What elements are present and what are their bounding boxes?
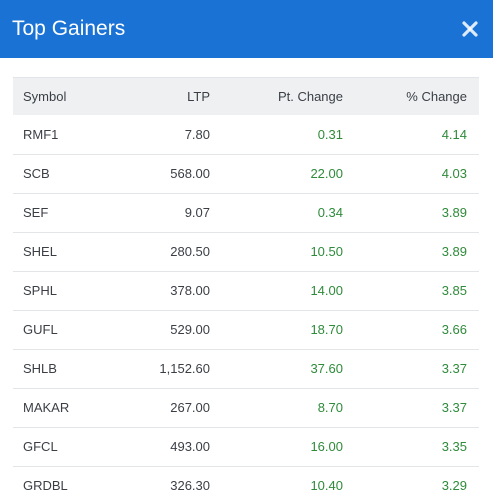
cell-ltp: 529.00 <box>170 322 210 337</box>
cell-pct-change: 3.29 <box>441 478 467 493</box>
modal-title: Top Gainers <box>12 17 126 40</box>
gainers-table: Symbol LTP Pt. Change % Change RMF1 7.80 0… <box>13 78 479 500</box>
table-row[interactable]: SEF 9.07 0.34 3.89 <box>13 193 479 232</box>
close-icon[interactable] <box>460 19 480 39</box>
column-header-pt-change[interactable]: Pt. Change <box>277 89 343 104</box>
cell-ltp: 326.30 <box>170 478 210 493</box>
table-row[interactable]: GUFL 529.00 18.70 3.66 <box>13 310 479 349</box>
cell-symbol: SHEL <box>23 244 57 259</box>
cell-pt-change: 0.31 <box>317 126 343 142</box>
cell-ltp: 1,152.60 <box>159 361 210 376</box>
column-header-symbol[interactable]: Symbol <box>23 89 67 104</box>
cell-pct-change: 3.37 <box>441 361 467 376</box>
cell-ltp: 7.80 <box>184 126 210 142</box>
column-header-ltp[interactable]: LTP <box>187 89 210 104</box>
cell-symbol: SPHL <box>23 283 57 298</box>
cell-symbol: SHLB <box>23 361 57 376</box>
cell-symbol: SEF <box>23 205 49 220</box>
cell-symbol: GUFL <box>23 322 58 337</box>
gainers-table-container: Symbol LTP Pt. Change % Change RMF1 7.80 0… <box>13 77 479 500</box>
cell-pct-change: 3.35 <box>441 439 467 454</box>
table-header-row: Symbol LTP Pt. Change % Change <box>13 78 479 115</box>
table-row[interactable]: SPHL 378.00 14.00 3.85 <box>13 271 479 310</box>
table-row[interactable]: GFCL 493.00 16.00 3.35 <box>13 427 479 466</box>
cell-pt-change: 10.40 <box>310 478 343 493</box>
column-header-pct-change[interactable]: % Change <box>406 89 467 104</box>
table-row[interactable]: RMF1 7.80 0.31 4.14 <box>13 115 479 154</box>
cell-ltp: 9.07 <box>184 205 210 220</box>
cell-pct-change: 3.66 <box>441 322 467 337</box>
cell-pt-change: 18.70 <box>310 322 343 337</box>
cell-pct-change: 3.37 <box>441 400 467 415</box>
cell-pt-change: 10.50 <box>310 244 343 259</box>
table-row[interactable]: SCB 568.00 22.00 4.03 <box>13 154 479 193</box>
cell-ltp: 267.00 <box>170 400 210 415</box>
cell-ltp: 568.00 <box>170 166 210 181</box>
cell-symbol: GRDBL <box>23 478 68 493</box>
table-row[interactable]: GRDBL 326.30 10.40 3.29 <box>13 466 479 500</box>
cell-ltp: 493.00 <box>170 439 210 454</box>
cell-symbol: MAKAR <box>23 400 70 415</box>
cell-pct-change: 3.85 <box>441 283 467 298</box>
table-row[interactable]: SHLB 1,152.60 37.60 3.37 <box>13 349 479 388</box>
cell-pct-change: 3.89 <box>441 205 467 220</box>
cell-pt-change: 37.60 <box>310 361 343 376</box>
cell-symbol: RMF1 <box>23 126 59 142</box>
cell-pt-change: 16.00 <box>310 439 343 454</box>
table-row[interactable]: SHEL 280.50 10.50 3.89 <box>13 232 479 271</box>
cell-ltp: 378.00 <box>170 283 210 298</box>
cell-pct-change: 4.14 <box>441 126 467 142</box>
cell-pct-change: 3.89 <box>441 244 467 259</box>
cell-symbol: GFCL <box>23 439 58 454</box>
cell-pt-change: 14.00 <box>310 283 343 298</box>
cell-pct-change: 4.03 <box>441 166 467 181</box>
modal-header: Top Gainers <box>0 0 493 58</box>
table-row[interactable]: MAKAR 267.00 8.70 3.37 <box>13 388 479 427</box>
cell-symbol: SCB <box>23 166 50 181</box>
cell-ltp: 280.50 <box>170 244 210 259</box>
cell-pt-change: 22.00 <box>310 166 343 181</box>
cell-pt-change: 8.70 <box>317 400 343 415</box>
cell-pt-change: 0.34 <box>317 205 343 220</box>
